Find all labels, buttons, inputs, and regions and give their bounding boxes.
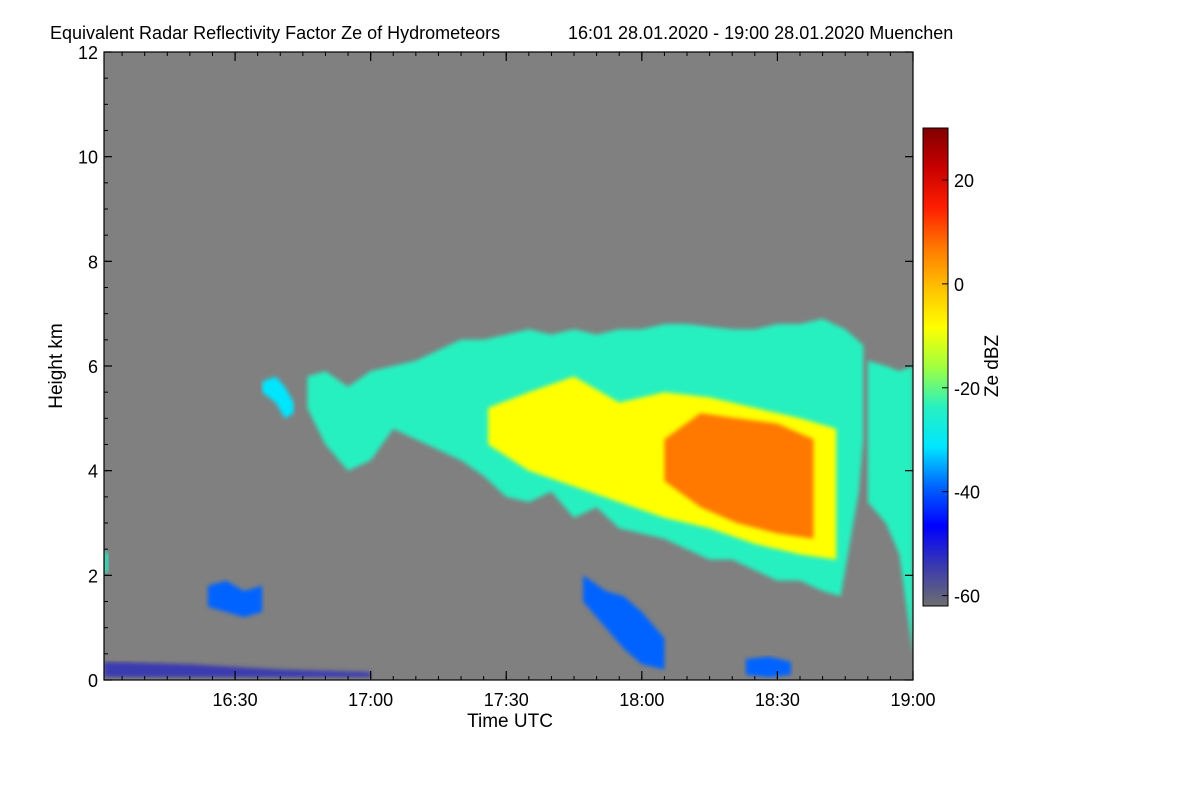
- colorbar-tick-label: 0: [954, 275, 964, 295]
- echo-ground-clutter: [104, 661, 371, 678]
- echo-right-edge-cloud: [867, 360, 913, 654]
- x-tick-label: 17:00: [348, 690, 393, 710]
- echo-ground-echo-1830: [745, 656, 791, 678]
- x-tick-label: 18:00: [619, 690, 664, 710]
- x-tick-label: 17:30: [484, 690, 529, 710]
- colorbar-gradient: [922, 127, 949, 607]
- colorbar: -60 -40 -20 0 20 Ze dBZ: [922, 127, 1003, 607]
- y-tick-label: 8: [88, 252, 98, 272]
- x-axis: 16:30 17:00 17:30 18:00 18:30 19:00: [121, 52, 936, 710]
- echo-main-cloud-max: [664, 413, 814, 539]
- echo-upper-left-fragment: [262, 376, 294, 419]
- colorbar-tick-label: -60: [954, 587, 980, 607]
- chart-title-text: Equivalent Radar Reflectivity Factor Ze …: [50, 23, 500, 43]
- chart-subtitle-text: 16:01 28.01.2020 - 19:00 28.01.2020 Muen…: [568, 23, 953, 43]
- echo-low-echo-1630: [207, 580, 263, 618]
- colorbar-label: Ze dBZ: [982, 334, 1003, 397]
- colorbar-tick-label: 20: [954, 171, 974, 191]
- colorbar-ticks: -60 -40 -20 0 20: [942, 171, 980, 607]
- y-tick-label: 4: [88, 462, 98, 482]
- y-tick-label: 10: [78, 148, 98, 168]
- y-axis-label: Height km: [46, 323, 67, 409]
- x-axis-label: Time UTC: [467, 711, 553, 732]
- y-tick-label: 6: [88, 357, 98, 377]
- y-axis: 0 2 4 6 8 10 12: [78, 43, 913, 691]
- x-tick-label: 18:30: [755, 690, 800, 710]
- y-tick-label: 12: [78, 43, 98, 63]
- echo-low-echo-1800: [583, 575, 665, 670]
- x-tick-label: 16:30: [213, 690, 258, 710]
- colorbar-tick-label: -40: [954, 483, 980, 503]
- echo-left-edge-echo: [104, 549, 109, 576]
- x-tick-label: 19:00: [890, 690, 935, 710]
- colorbar-tick-label: -20: [954, 379, 980, 399]
- y-tick-label: 0: [88, 671, 98, 691]
- y-tick-label: 2: [88, 566, 98, 586]
- chart-title: Equivalent Radar Reflectivity Factor Ze …: [50, 23, 953, 43]
- radar-echoes: [104, 318, 913, 678]
